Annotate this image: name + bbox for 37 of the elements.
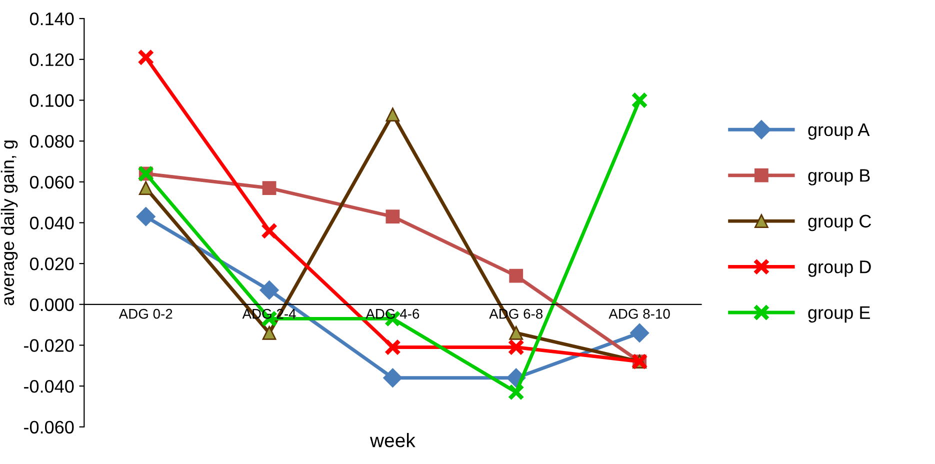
point [138, 181, 153, 195]
point [630, 323, 650, 342]
y-tick-label: 0.060 [30, 176, 74, 189]
point [136, 207, 156, 226]
point [260, 222, 278, 240]
legend-label: group E [808, 306, 870, 323]
y-tick-label: 0.100 [30, 94, 74, 107]
point [383, 368, 402, 388]
legend-label: group D [808, 260, 871, 277]
y-tick-label: 0.120 [30, 53, 74, 66]
point [384, 338, 402, 356]
point [631, 92, 648, 109]
point [262, 181, 276, 195]
legend-label: group A [808, 124, 870, 140]
y-tick-label: -0.060 [24, 420, 74, 434]
y-tick-label: -0.020 [24, 339, 74, 352]
point [260, 280, 279, 300]
x-tick-label: ADG 0-2 [118, 308, 172, 319]
point [138, 49, 154, 66]
point [509, 326, 524, 340]
point [386, 108, 400, 122]
y-tick-label: 0.140 [30, 12, 74, 26]
y-tick-label: -0.040 [24, 380, 74, 393]
point [262, 326, 276, 340]
point [508, 338, 524, 356]
y-axis-title: average daily gain, g [0, 140, 18, 306]
legend-label: group B [808, 169, 870, 186]
x-axis-title: week [370, 433, 416, 448]
y-tick-label: 0.040 [30, 216, 74, 230]
point [508, 384, 524, 401]
x-tick-label: ADG 8-10 [608, 308, 670, 319]
legend-label: group C [808, 214, 872, 232]
y-tick-label: 0.020 [30, 257, 74, 270]
y-tick-label: 0.000 [30, 298, 74, 312]
point [509, 268, 524, 283]
y-tick-label: 0.080 [30, 134, 74, 148]
point [386, 210, 400, 224]
